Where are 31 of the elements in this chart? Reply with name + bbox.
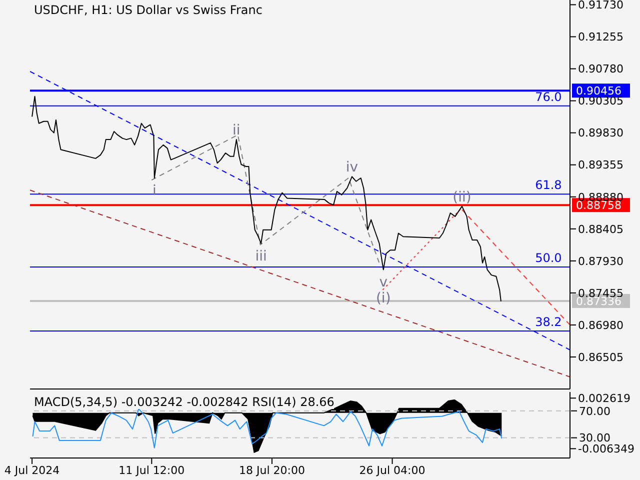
annotation: iii xyxy=(255,248,267,264)
x-tick-label: 4 Jul 2024 xyxy=(4,464,60,477)
annotation: iv xyxy=(346,160,358,176)
y-tick-label: 0.87930 xyxy=(578,254,624,268)
annotation: ii xyxy=(232,122,240,139)
y-tick-label: 0.89830 xyxy=(578,126,624,140)
x-tick-label: 26 Jul 04:00 xyxy=(359,464,426,477)
annotation: 50.0 xyxy=(535,250,562,265)
y-tick-label: 0.90305 xyxy=(578,94,624,108)
y-tick-label: 0.89355 xyxy=(578,158,624,172)
y-tick-label: 0.90780 xyxy=(578,62,624,76)
y-tick-label: 0.86505 xyxy=(578,350,624,364)
chart-title: USDCHF, H1: US Dollar vs Swiss Franc xyxy=(34,3,262,17)
annotation: (ii) xyxy=(452,189,472,206)
annotation: 61.8 xyxy=(535,178,562,192)
y2-tick-label: 70.00 xyxy=(579,404,610,418)
y-tick-label: 0.002619 xyxy=(578,392,630,406)
annotation: (i) xyxy=(376,290,391,307)
y-tick-label: 0.91255 xyxy=(578,30,624,44)
annotation: i xyxy=(152,182,156,199)
y2-tick-label: 30.00 xyxy=(579,432,610,445)
annotation: 38.2 xyxy=(535,315,562,330)
annotation: v xyxy=(379,274,388,291)
y-tick-label: 0.88405 xyxy=(578,222,624,236)
y-tick-label: 0.91730 xyxy=(578,0,624,12)
x-tick-label: 11 Jul 12:00 xyxy=(118,464,185,477)
chart-title: MACD(5,34,5) -0.003242 -0.002842 RSI(14) 28.66 xyxy=(34,395,334,409)
x-tick-label: 18 Jul 20:00 xyxy=(238,464,305,477)
y-tick-label: 0.86980 xyxy=(578,318,624,332)
annotation: 76.0 xyxy=(535,90,562,104)
y-tick-label: -0.006349 xyxy=(578,442,634,456)
